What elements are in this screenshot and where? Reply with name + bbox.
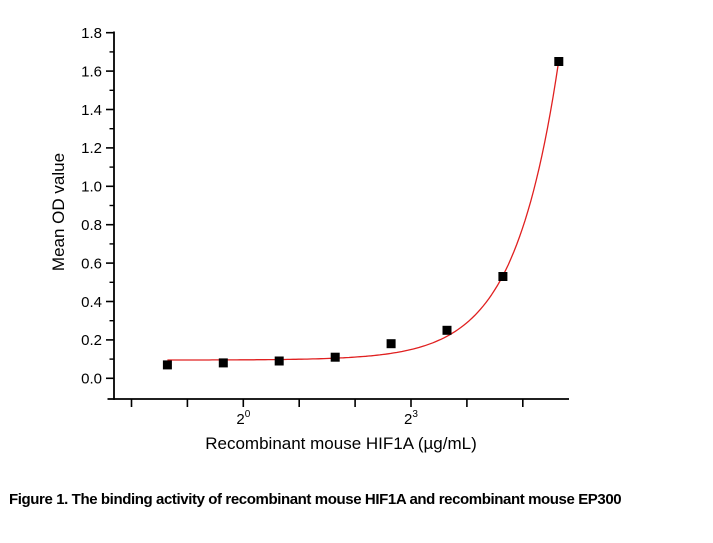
tick-labels: 0.0 0.2 0.4 0.6 0.8 1.0 1.2 1.4 1.6 1.8 20 23 xyxy=(81,25,418,428)
figure-caption: Figure 1. The binding activity of recomb… xyxy=(9,491,622,508)
data-point-marker xyxy=(498,272,508,281)
data-points xyxy=(162,57,564,370)
fit-curve-line xyxy=(167,61,560,361)
binding-curve-chart: 0.0 0.2 0.4 0.6 0.8 1.0 1.2 1.4 1.6 1.8 20 23 Mean … xyxy=(49,25,569,453)
y-axis-title: Mean OD value xyxy=(49,153,68,271)
axis-ticks xyxy=(106,31,524,407)
y-tick-label: 0.8 xyxy=(81,217,102,234)
y-tick-label: 0.0 xyxy=(81,371,102,388)
data-point-marker xyxy=(274,356,284,366)
y-tick-label: 1.8 xyxy=(81,25,102,42)
y-tick-label: 0.4 xyxy=(81,294,102,311)
axes xyxy=(107,31,569,400)
data-point-marker xyxy=(162,360,172,370)
x-axis-title: Recombinant mouse HIF1A (µg/mL) xyxy=(205,434,477,453)
y-tick-label: 1.4 xyxy=(81,102,102,119)
x-tick-label: 20 xyxy=(236,409,250,428)
y-tick-label: 0.6 xyxy=(81,255,102,272)
data-point-marker xyxy=(386,339,396,349)
data-point-marker xyxy=(442,325,452,335)
fit-curve xyxy=(167,61,560,361)
y-tick-label: 1.6 xyxy=(81,63,102,80)
data-point-marker xyxy=(330,352,340,362)
y-tick-label: 0.2 xyxy=(81,332,102,349)
x-tick-label: 23 xyxy=(404,409,418,428)
y-tick-label: 1.0 xyxy=(81,179,102,196)
data-point-marker xyxy=(218,358,228,368)
data-point-marker xyxy=(554,57,564,66)
y-tick-label: 1.2 xyxy=(81,140,102,157)
